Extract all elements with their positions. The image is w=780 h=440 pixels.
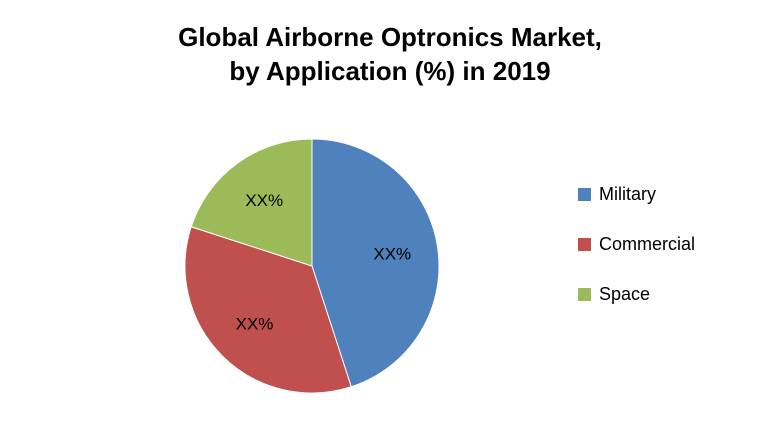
- data-label-commercial: XX%: [236, 314, 274, 333]
- legend-label-space: Space: [599, 283, 651, 304]
- chart-legend: Military Commercial Space: [578, 182, 695, 332]
- chart-title: Global Airborne Optronics Market, by App…: [0, 20, 780, 88]
- pie-slice-commercial: [184, 226, 352, 394]
- chart-title-line-1: Global Airborne Optronics Market,: [178, 22, 602, 52]
- legend-swatch-military: [578, 187, 591, 201]
- chart-title-line-2: by Application (%) in 2019: [229, 56, 551, 86]
- legend-swatch-space: [578, 287, 591, 301]
- legend-label-military: Military: [599, 183, 656, 204]
- pie-slice-military: [311, 138, 440, 388]
- legend-item-military: Military: [578, 182, 695, 206]
- pie-slice-space: [190, 138, 313, 267]
- legend-item-space: Space: [578, 282, 695, 306]
- data-label-space: XX%: [245, 191, 283, 210]
- data-label-military: XX%: [373, 244, 411, 263]
- legend-item-commercial: Commercial: [578, 232, 695, 256]
- legend-swatch-commercial: [578, 237, 591, 251]
- legend-label-commercial: Commercial: [599, 233, 696, 254]
